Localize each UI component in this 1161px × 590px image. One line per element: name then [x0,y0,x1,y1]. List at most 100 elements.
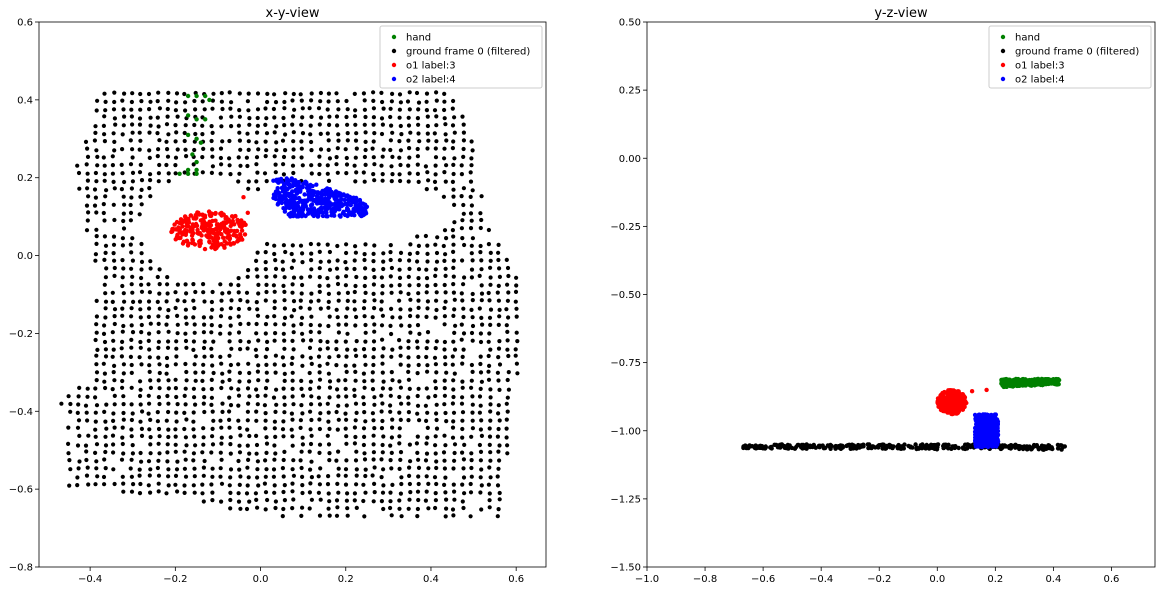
xy-view-point-o2-label-4 [357,197,363,203]
xy-view-point-ground-frame-0-filtered [104,188,109,193]
xy-view-point-ground-frame-0-filtered [236,387,241,392]
yz-view-point-o2-label-4 [992,438,997,444]
xy-view-point-ground-frame-0-filtered [290,386,295,391]
xy-view-point-ground-frame-0-filtered [450,106,455,111]
xy-view-point-ground-frame-0-filtered [282,410,287,415]
xy-view-point-ground-frame-0-filtered [309,251,314,256]
xy-view-point-ground-frame-0-filtered [407,266,412,271]
xy-view-point-ground-frame-0-filtered [390,130,395,135]
xy-view-point-ground-frame-0-filtered [334,307,339,312]
yz-view-series-o2-label-4 [972,412,1001,450]
xy-view-point-ground-frame-0-filtered [254,140,259,145]
xy-view-point-ground-frame-0-filtered [173,171,178,176]
xy-view-point-o2-label-4 [291,179,296,184]
xy-view-point-ground-frame-0-filtered [371,499,376,504]
xy-view-point-ground-frame-0-filtered [408,459,413,464]
xy-view-point-ground-frame-0-filtered [94,108,99,113]
xy-view-point-ground-frame-0-filtered [290,489,295,494]
xy-view-point-ground-frame-0-filtered [307,449,312,454]
xy-view-point-ground-frame-0-filtered [415,323,421,328]
yz-view-y-tick-label: −1.25 [610,494,641,505]
xy-view-point-ground-frame-0-filtered [344,162,350,167]
xy-view-point-ground-frame-0-filtered [390,347,395,352]
xy-view-point-o2-label-4 [291,193,296,199]
xy-view-point-ground-frame-0-filtered [299,449,304,454]
xy-view-point-o2-label-4 [275,186,280,191]
xy-view-point-ground-frame-0-filtered [354,473,359,478]
xy-view-point-ground-frame-0-filtered [202,107,207,112]
yz-view-point-o2-label-4 [973,435,978,440]
xy-view-point-ground-frame-0-filtered [130,91,135,96]
xy-view-point-ground-frame-0-filtered [478,490,483,495]
xy-view-point-ground-frame-0-filtered [236,276,241,281]
xy-view-point-ground-frame-0-filtered [103,275,108,280]
xy-view-point-ground-frame-0-filtered [273,505,278,511]
xy-view-point-ground-frame-0-filtered [416,122,421,127]
xy-view-point-o1-label-3 [198,238,203,243]
xy-view-point-ground-frame-0-filtered [92,138,97,143]
xy-view-point-ground-frame-0-filtered [389,306,394,311]
xy-view-point-ground-frame-0-filtered [381,106,386,111]
xy-view-point-ground-frame-0-filtered [164,139,169,144]
xy-view-point-ground-frame-0-filtered [77,385,82,390]
xy-view-point-ground-frame-0-filtered [299,322,304,327]
xy-view-point-ground-frame-0-filtered [245,483,250,488]
xy-view-point-o2-label-4 [307,186,312,192]
yz-view-point-o2-label-4 [979,436,985,441]
xy-view-point-ground-frame-0-filtered [110,387,115,392]
xy-view-point-ground-frame-0-filtered [238,339,243,344]
xy-view-point-ground-frame-0-filtered [130,411,135,416]
xy-view-point-ground-frame-0-filtered [290,394,295,399]
xy-view-point-ground-frame-0-filtered [148,321,153,326]
xy-view-point-ground-frame-0-filtered [380,154,385,159]
xy-view-point-ground-frame-0-filtered [281,386,286,391]
xy-view-point-ground-frame-0-filtered [75,475,80,480]
xy-view-point-ground-frame-0-filtered [470,394,475,399]
xy-view-point-ground-frame-0-filtered [442,146,447,151]
xy-view-point-ground-frame-0-filtered [504,401,509,406]
xy-view-point-ground-frame-0-filtered [397,92,403,97]
xy-view-point-o2-label-4 [284,197,289,203]
xy-view-point-ground-frame-0-filtered [443,290,448,295]
xy-view-point-ground-frame-0-filtered [380,99,385,105]
xy-view-point-ground-frame-0-filtered [416,291,421,296]
xy-view-point-ground-frame-0-filtered [352,307,357,312]
xy-view-point-ground-frame-0-filtered [442,282,447,288]
xy-view-point-ground-frame-0-filtered [237,108,242,113]
xy-view-point-ground-frame-0-filtered [93,410,98,415]
xy-view-point-ground-frame-0-filtered [84,228,90,233]
xy-view-point-ground-frame-0-filtered [156,441,161,446]
xy-view-point-ground-frame-0-filtered [317,402,323,407]
xy-view-point-ground-frame-0-filtered [388,505,393,511]
xy-view-y-ticks: 0.60.40.20.0−0.2−0.4−0.6−0.8 [9,18,39,574]
xy-view-point-ground-frame-0-filtered [336,354,341,359]
xy-view-point-ground-frame-0-filtered [166,339,171,344]
xy-view-point-ground-frame-0-filtered [148,435,153,440]
yz-view-y-tick-label: 0.50 [619,18,641,29]
xy-view-point-ground-frame-0-filtered [130,330,136,335]
xy-view-point-ground-frame-0-filtered [345,298,350,303]
yz-view-point-ground-frame-0-filtered [1060,444,1066,450]
xy-view-point-ground-frame-0-filtered [263,154,268,159]
xy-view-point-ground-frame-0-filtered [174,91,180,96]
xy-view-point-ground-frame-0-filtered [309,394,314,399]
xy-view-point-ground-frame-0-filtered [201,290,206,295]
xy-view-point-ground-frame-0-filtered [283,132,288,137]
xy-view-point-ground-frame-0-filtered [93,337,98,343]
xy-view-point-ground-frame-0-filtered [282,449,287,454]
xy-view-point-ground-frame-0-filtered [104,266,109,271]
xy-view-point-ground-frame-0-filtered [120,132,125,137]
xy-view-point-ground-frame-0-filtered [246,361,251,366]
xy-view-point-ground-frame-0-filtered [309,361,314,366]
xy-view-point-ground-frame-0-filtered [120,378,125,384]
xy-view-point-ground-frame-0-filtered [290,481,295,486]
xy-view-point-ground-frame-0-filtered [299,146,304,151]
xy-view-point-o2-label-4 [353,202,358,207]
xy-view-point-ground-frame-0-filtered [129,314,134,319]
xy-view-point-ground-frame-0-filtered [308,241,313,247]
xy-view-point-ground-frame-0-filtered [426,481,431,486]
xy-view-point-ground-frame-0-filtered [291,323,296,328]
xy-view-point-ground-frame-0-filtered [371,362,376,368]
xy-view-point-ground-frame-0-filtered [236,179,241,184]
xy-view-point-ground-frame-0-filtered [236,491,241,496]
